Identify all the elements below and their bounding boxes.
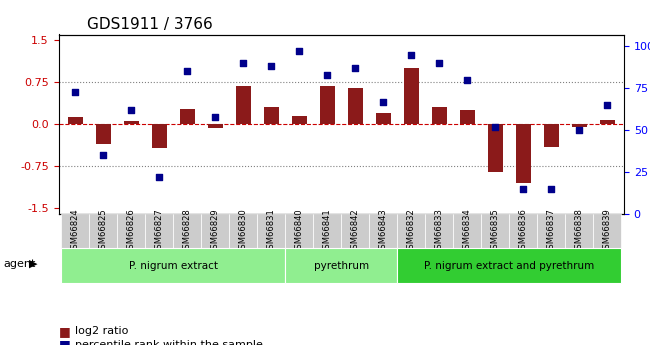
Text: GSM66828: GSM66828 bbox=[183, 208, 192, 254]
Point bbox=[574, 127, 584, 133]
Point bbox=[238, 60, 248, 66]
Text: GSM66840: GSM66840 bbox=[294, 208, 304, 254]
Text: GSM66836: GSM66836 bbox=[519, 208, 528, 254]
FancyBboxPatch shape bbox=[285, 214, 313, 248]
Text: log2 ratio: log2 ratio bbox=[75, 326, 128, 336]
Text: GSM66837: GSM66837 bbox=[547, 208, 556, 254]
FancyBboxPatch shape bbox=[481, 214, 509, 248]
Bar bbox=[124, 121, 139, 124]
FancyBboxPatch shape bbox=[566, 214, 593, 248]
Point bbox=[350, 65, 361, 71]
FancyBboxPatch shape bbox=[313, 214, 341, 248]
FancyBboxPatch shape bbox=[425, 214, 453, 248]
FancyBboxPatch shape bbox=[397, 248, 621, 283]
Point bbox=[70, 89, 81, 94]
Bar bbox=[376, 113, 391, 124]
FancyBboxPatch shape bbox=[117, 214, 146, 248]
Bar bbox=[348, 88, 363, 124]
Point bbox=[434, 60, 445, 66]
Bar bbox=[599, 120, 615, 124]
FancyBboxPatch shape bbox=[453, 214, 481, 248]
Bar bbox=[515, 124, 531, 183]
FancyBboxPatch shape bbox=[89, 214, 117, 248]
Text: agent: agent bbox=[3, 259, 36, 269]
Point bbox=[406, 52, 417, 57]
Point bbox=[518, 186, 528, 191]
Bar bbox=[460, 110, 475, 124]
Text: GSM66838: GSM66838 bbox=[575, 208, 584, 254]
Text: percentile rank within the sample: percentile rank within the sample bbox=[75, 340, 263, 345]
Text: GSM66843: GSM66843 bbox=[379, 208, 388, 254]
Text: pyrethrum: pyrethrum bbox=[314, 261, 369, 270]
FancyBboxPatch shape bbox=[229, 214, 257, 248]
Text: GSM66830: GSM66830 bbox=[239, 208, 248, 254]
FancyBboxPatch shape bbox=[61, 214, 89, 248]
Text: ■: ■ bbox=[58, 338, 70, 345]
Bar bbox=[404, 68, 419, 124]
Text: ■: ■ bbox=[58, 325, 70, 338]
Text: P. nigrum extract and pyrethrum: P. nigrum extract and pyrethrum bbox=[424, 261, 594, 270]
Bar bbox=[263, 107, 279, 124]
Point bbox=[294, 49, 304, 54]
Bar bbox=[488, 124, 503, 172]
Point bbox=[154, 174, 164, 180]
Text: GSM66827: GSM66827 bbox=[155, 208, 164, 254]
FancyBboxPatch shape bbox=[397, 214, 425, 248]
Point bbox=[602, 102, 612, 108]
FancyBboxPatch shape bbox=[341, 214, 369, 248]
Text: GSM66839: GSM66839 bbox=[603, 208, 612, 254]
FancyBboxPatch shape bbox=[369, 214, 397, 248]
FancyBboxPatch shape bbox=[285, 248, 397, 283]
Point bbox=[378, 99, 389, 104]
Bar bbox=[179, 108, 195, 124]
Point bbox=[266, 63, 276, 69]
Text: ▶: ▶ bbox=[29, 259, 38, 269]
FancyBboxPatch shape bbox=[509, 214, 537, 248]
Text: GSM66842: GSM66842 bbox=[351, 208, 359, 254]
Text: GSM66824: GSM66824 bbox=[71, 208, 80, 254]
Text: GDS1911 / 3766: GDS1911 / 3766 bbox=[87, 17, 213, 32]
FancyBboxPatch shape bbox=[202, 214, 229, 248]
Text: GSM66831: GSM66831 bbox=[266, 208, 276, 254]
Point bbox=[322, 72, 332, 78]
Bar bbox=[432, 107, 447, 124]
Text: GSM66834: GSM66834 bbox=[463, 208, 472, 254]
Point bbox=[182, 69, 192, 74]
Bar bbox=[235, 86, 251, 124]
Bar bbox=[292, 116, 307, 124]
Text: GSM66825: GSM66825 bbox=[99, 208, 108, 254]
FancyBboxPatch shape bbox=[146, 214, 174, 248]
Bar bbox=[207, 124, 223, 128]
Point bbox=[210, 114, 220, 119]
Bar bbox=[96, 124, 111, 144]
Text: GSM66832: GSM66832 bbox=[407, 208, 416, 254]
Point bbox=[546, 186, 556, 191]
Text: GSM66841: GSM66841 bbox=[323, 208, 332, 254]
FancyBboxPatch shape bbox=[174, 214, 202, 248]
Text: P. nigrum extract: P. nigrum extract bbox=[129, 261, 218, 270]
Point bbox=[126, 107, 136, 113]
Text: GSM66826: GSM66826 bbox=[127, 208, 136, 254]
Bar bbox=[151, 124, 167, 148]
Text: GSM66833: GSM66833 bbox=[435, 208, 444, 254]
FancyBboxPatch shape bbox=[257, 214, 285, 248]
Text: GSM66835: GSM66835 bbox=[491, 208, 500, 254]
Point bbox=[98, 152, 109, 158]
Bar bbox=[571, 124, 587, 127]
Bar bbox=[320, 86, 335, 124]
Bar bbox=[68, 117, 83, 124]
FancyBboxPatch shape bbox=[593, 214, 621, 248]
Point bbox=[490, 124, 501, 129]
Point bbox=[462, 77, 473, 82]
Text: GSM66829: GSM66829 bbox=[211, 208, 220, 254]
FancyBboxPatch shape bbox=[537, 214, 566, 248]
Bar bbox=[543, 124, 559, 147]
FancyBboxPatch shape bbox=[61, 248, 285, 283]
